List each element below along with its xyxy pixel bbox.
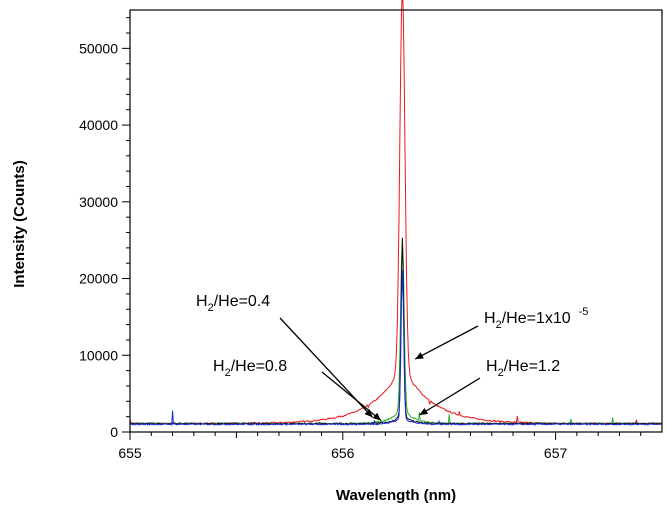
annotation-arrow bbox=[321, 371, 382, 421]
annotation-text: H2/He=0.8 bbox=[213, 358, 287, 379]
annotation-text: H2/He=0.4 bbox=[196, 293, 270, 314]
y-axis-title: Intensity (Counts) bbox=[11, 160, 28, 288]
axes-frame bbox=[129, 9, 663, 433]
x-tick-label: 657 bbox=[544, 445, 568, 461]
plot-area bbox=[129, 0, 663, 427]
x-axis-title: Wavelength (nm) bbox=[336, 487, 456, 504]
annotation-label: H2/He=1x10 -5 bbox=[414, 306, 588, 360]
x-tick-label: 655 bbox=[118, 445, 142, 461]
x-tick-label: 656 bbox=[331, 445, 355, 461]
annotation-label: H2/He=0.8 bbox=[213, 358, 382, 421]
series-line bbox=[129, 237, 663, 426]
series-line bbox=[129, 0, 663, 425]
annotation-arrow bbox=[419, 377, 481, 416]
plot-frame bbox=[129, 9, 663, 433]
annotation-text: H2/He=1.2 bbox=[486, 358, 560, 379]
y-tick-label: 0 bbox=[110, 424, 118, 440]
annotation-arrowhead bbox=[419, 407, 429, 416]
y-tick-label: 50000 bbox=[79, 40, 118, 56]
annotation-arrowhead bbox=[415, 352, 424, 360]
y-tick-label: 10000 bbox=[79, 347, 118, 363]
y-tick-label: 40000 bbox=[79, 117, 118, 133]
annotation-label: H2/He=1.2 bbox=[419, 358, 560, 416]
y-tick-label: 20000 bbox=[79, 271, 118, 287]
annotation-label: H2/He=0.4 bbox=[196, 293, 374, 418]
series-line bbox=[129, 270, 663, 427]
series-line bbox=[129, 239, 662, 426]
axis-ticks: 655 656 657 0 10000 20000 30000 40000 50000 bbox=[79, 17, 642, 461]
annotation-arrowhead bbox=[364, 409, 373, 418]
annotation-arrow bbox=[414, 325, 479, 360]
annotation-arrowhead bbox=[372, 412, 382, 421]
annotation-text: H2/He=1x10 -5 bbox=[484, 306, 588, 331]
y-tick-label: 30000 bbox=[79, 194, 118, 210]
annotations: H2/He=0.4 H2/He=0.8 H2/He=1x10 -5 H2/He=1.2 bbox=[196, 293, 588, 421]
